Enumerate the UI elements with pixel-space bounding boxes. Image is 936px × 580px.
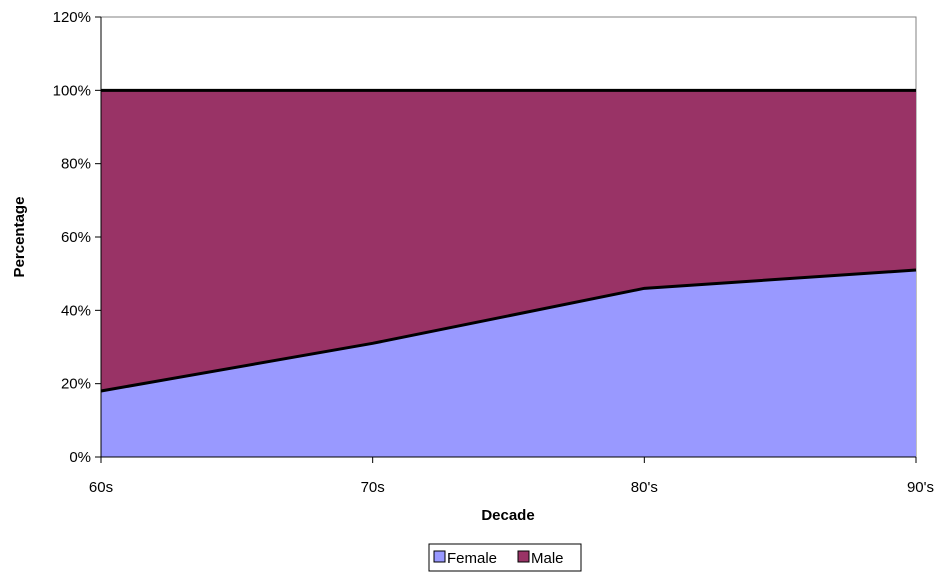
x-tick-label: 80's [631, 479, 658, 496]
y-tick-label: 100% [53, 82, 91, 99]
legend-swatch-male [517, 550, 530, 563]
y-tick-label: 80% [61, 156, 91, 173]
x-axis-title: Decade [481, 507, 534, 524]
y-axis-title: Percentage [11, 197, 28, 278]
series-line-female [100, 268, 917, 393]
x-axis: 60s 70s 80's 90's [89, 456, 934, 496]
legend: Female Male [428, 543, 582, 572]
area-male [101, 90, 916, 391]
legend-swatch-female [433, 550, 446, 563]
x-tick-label: 70s [361, 479, 385, 496]
series-lines-layer [100, 88, 917, 393]
x-tick-label: 60s [89, 479, 113, 496]
y-tick-label: 60% [61, 229, 91, 246]
legend-label-female: Female [447, 550, 497, 567]
y-axis: 0% 20% 40% 60% 80% 100% 120% [53, 9, 102, 466]
areas-layer [101, 90, 916, 457]
y-tick-label: 20% [61, 376, 91, 393]
y-tick-label: 40% [61, 302, 91, 319]
y-tick-label: 0% [69, 449, 91, 466]
y-tick-label: 120% [53, 9, 91, 26]
legend-label-male: Male [531, 550, 564, 567]
legend-box [428, 543, 582, 572]
x-tick-label: 90's [907, 479, 934, 496]
area-female [101, 270, 916, 457]
